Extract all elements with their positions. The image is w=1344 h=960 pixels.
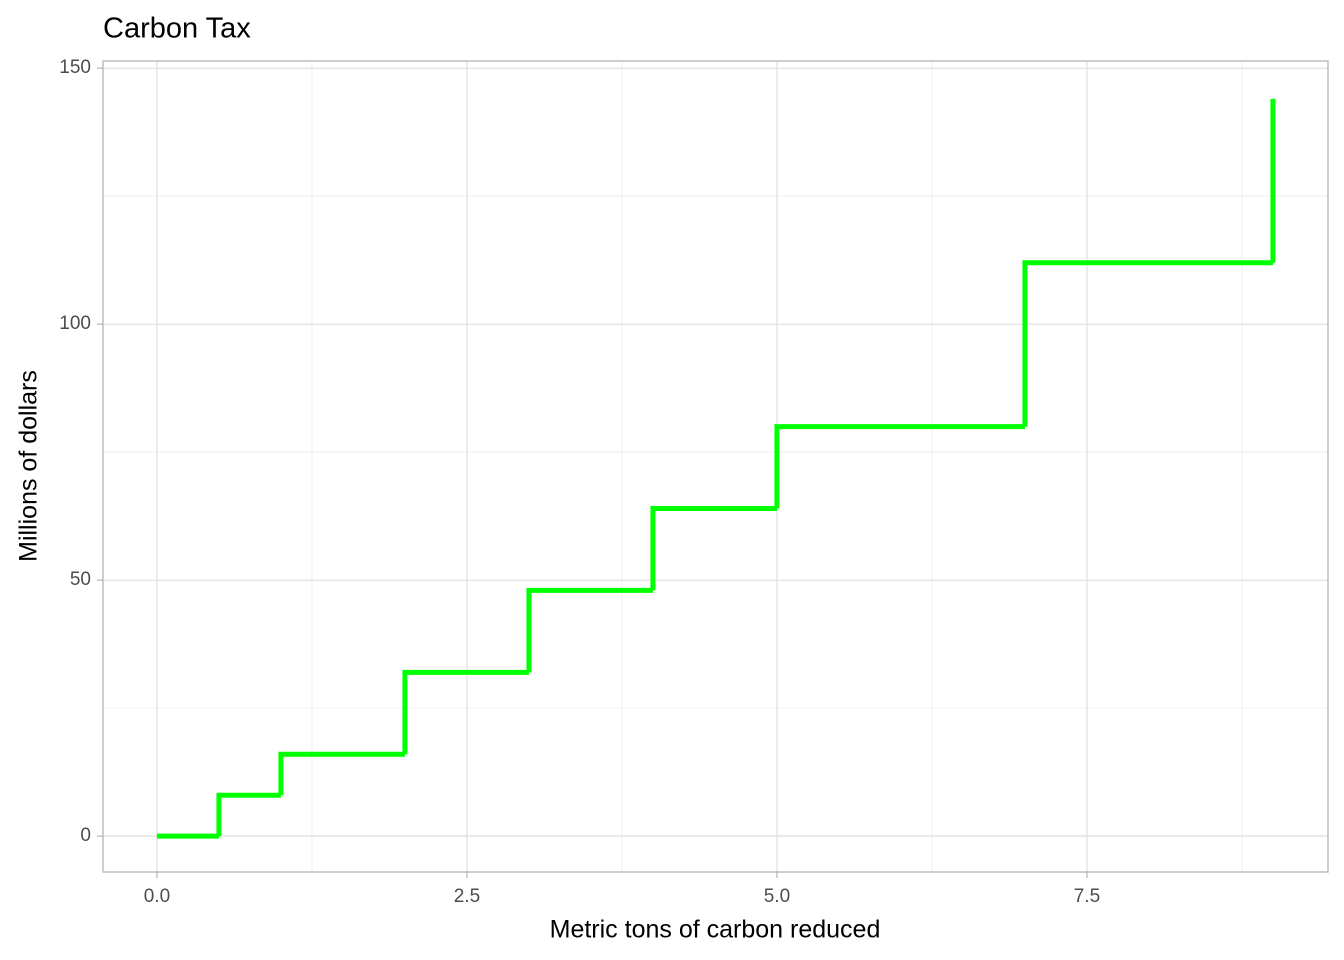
y-tick-label: 0 [80, 825, 91, 846]
x-tick-label: 7.5 [1074, 886, 1100, 907]
step-segment [526, 587, 653, 673]
x-axis-title: Metric tons of carbon reduced [550, 916, 881, 944]
x-tick-label: 5.0 [764, 886, 790, 907]
chart-title: Carbon Tax [103, 13, 251, 45]
step-segment [216, 792, 281, 837]
step-segment [774, 424, 1025, 509]
y-tick-label: 50 [70, 569, 91, 590]
x-tick-label: 0.0 [144, 886, 170, 907]
y-tick-label: 150 [59, 57, 91, 78]
step-segment [1022, 260, 1273, 427]
panel-border [102, 60, 1329, 873]
y-tick-label: 100 [59, 313, 91, 334]
step-segment [278, 751, 405, 796]
step-segment [650, 505, 777, 591]
step-segment [402, 669, 529, 755]
x-tick-label: 2.5 [454, 886, 480, 907]
y-axis-title: Millions of dollars [15, 370, 43, 562]
